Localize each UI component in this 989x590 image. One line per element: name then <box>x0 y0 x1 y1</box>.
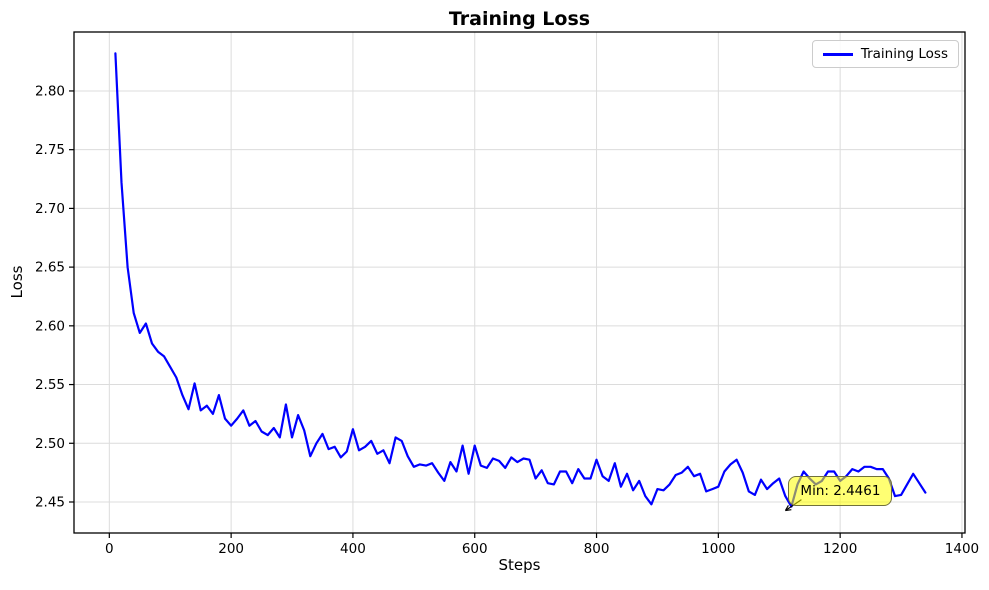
x-tick-label: 600 <box>462 541 488 557</box>
x-tick-label: 1200 <box>823 541 857 557</box>
y-tick-label: 2.50 <box>35 436 65 452</box>
legend-label: Training Loss <box>860 46 948 62</box>
y-tick-label: 2.65 <box>35 260 65 276</box>
x-tick-label: 200 <box>218 541 244 557</box>
chart-title: Training Loss <box>448 8 591 30</box>
x-tick-label: 800 <box>584 541 610 557</box>
x-tick-label: 400 <box>340 541 366 557</box>
axes-frame <box>73 31 966 534</box>
y-tick-label: 2.45 <box>35 494 65 510</box>
y-axis-label: Loss <box>8 265 26 299</box>
annotation-arrowhead <box>785 509 792 512</box>
x-tick-label: 0 <box>105 541 114 557</box>
training-loss-line <box>114 52 927 508</box>
annotation-arrowhead <box>784 505 789 511</box>
legend-line-sample <box>822 52 853 56</box>
y-tick-label: 2.75 <box>35 142 65 158</box>
x-tick-label: 1000 <box>701 541 735 557</box>
y-tick-label: 2.80 <box>35 83 65 99</box>
min-loss-annotation: Min: 2.4461 <box>788 475 893 506</box>
y-tick-label: 2.70 <box>35 201 65 217</box>
x-axis-label: Steps <box>498 556 541 574</box>
legend: Training Loss <box>811 40 959 68</box>
x-tick-label: 1400 <box>945 541 979 557</box>
y-tick-label: 2.60 <box>35 318 65 334</box>
y-tick-label: 2.55 <box>35 377 65 393</box>
